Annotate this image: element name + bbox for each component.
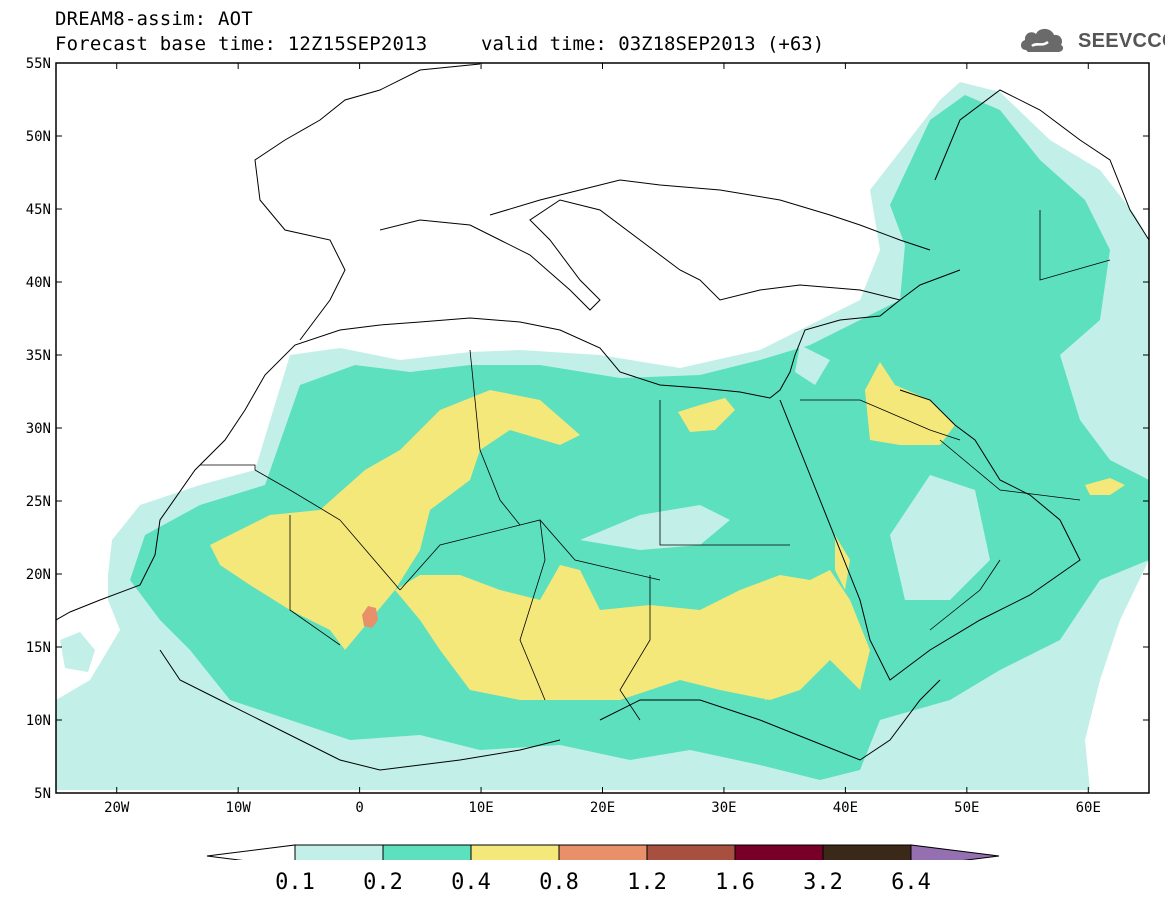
colorbar-segment: [558, 844, 648, 860]
lat-tick-label: 25N: [26, 494, 51, 510]
lon-tick-label: 10E: [468, 800, 493, 816]
colorbar-segment: [470, 844, 560, 860]
lat-tick-label: 10N: [26, 713, 51, 729]
lon-axis: 20W 10W 0 10E 20E 30E 40E 50E 60E: [104, 63, 1101, 816]
valid-time: valid time: 03Z18SEP2013 (+63): [481, 33, 825, 55]
lat-tick-label: 15N: [26, 640, 51, 656]
colorbar-segment: [294, 844, 384, 860]
lat-tick-label: 50N: [26, 129, 51, 145]
aot-map: 5N 10N 15N 20N 25N 30N 35N 40N 45N 50N 55N 20W 10W 0…: [26, 56, 1150, 860]
lat-axis: 5N 10N 15N 20N 25N 30N 35N 40N 45N 50N 55N: [26, 56, 1149, 802]
lat-tick-label: 55N: [26, 56, 51, 72]
lon-tick-label: 20W: [104, 800, 130, 816]
aot-band-0.8: [362, 606, 378, 628]
map-title: DREAM8-assim: AOT: [55, 8, 253, 30]
aot-band-0.4-iraq: [865, 362, 955, 445]
lon-tick-label: 10W: [226, 800, 252, 816]
lat-tick-label: 40N: [26, 275, 51, 291]
aot-band-hole-levant: [795, 345, 830, 385]
lon-tick-label: 20E: [590, 800, 615, 816]
colorbar-under-arrow: [206, 844, 296, 860]
lat-tick-label: 35N: [26, 348, 51, 364]
colorbar-segment: [646, 844, 736, 860]
colorbar-label: 6.4: [891, 870, 931, 895]
lat-tick-label: 45N: [26, 202, 51, 218]
lat-tick-label: 20N: [26, 567, 51, 583]
colorbar-over-arrow: [910, 844, 1000, 860]
country-borders: [200, 210, 1111, 721]
coastlines: [56, 63, 1149, 771]
lon-tick-label: 60E: [1076, 800, 1101, 816]
aot-band-0.4-sudan: [760, 665, 780, 700]
lon-tick-label: 50E: [954, 800, 979, 816]
colorbar-label: 1.6: [715, 870, 755, 895]
colorbar: [206, 844, 1000, 860]
colorbar-segment: [734, 844, 824, 860]
colorbar-label: 0.8: [539, 870, 579, 895]
colorbar-label: 0.2: [363, 870, 403, 895]
aot-band-0.2: [130, 95, 1149, 780]
lon-tick-label: 40E: [833, 800, 858, 816]
seevccc-logo: SEEVCCC: [1078, 30, 1165, 52]
colorbar-label: 0.1: [275, 870, 315, 895]
aot-band-0.4: [210, 390, 870, 700]
aot-band-0.1-patch: [60, 632, 95, 672]
aot-band-hole-libya: [580, 505, 730, 550]
lon-tick-label: 30E: [711, 800, 736, 816]
forecast-base-time: Forecast base time: 12Z15SEP2013: [55, 33, 428, 55]
aot-band-0.4-redsea: [835, 535, 850, 590]
aot-band-hole-arabia: [890, 475, 990, 600]
lon-tick-label: 0: [355, 800, 363, 816]
colorbar-label: 1.2: [627, 870, 667, 895]
aot-band-0.4-gulf: [1085, 478, 1125, 495]
colorbar-segment: [382, 844, 472, 860]
aot-band-0.4-egypt: [678, 398, 735, 432]
colorbar-segment: [822, 844, 912, 860]
lat-tick-label: 30N: [26, 421, 51, 437]
lat-tick-label: 5N: [34, 786, 51, 802]
colorbar-label: 3.2: [803, 870, 843, 895]
colorbar-label: 0.4: [451, 870, 491, 895]
cloud-icon: [1020, 28, 1064, 52]
